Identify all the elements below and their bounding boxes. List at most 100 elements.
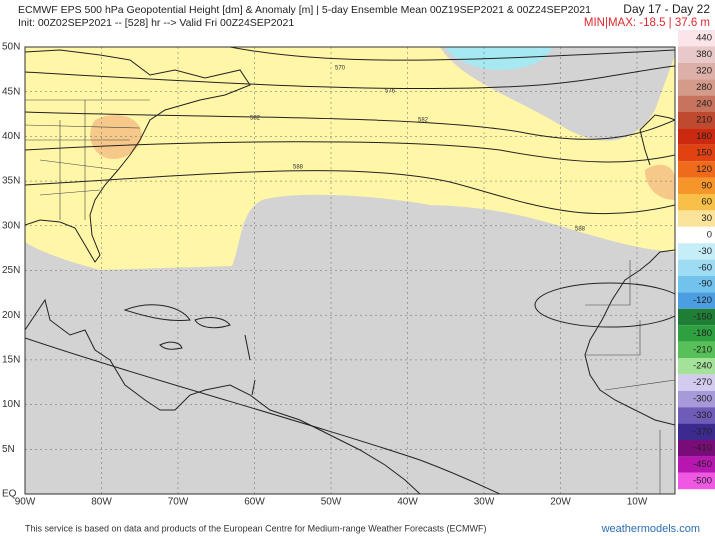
init-line: Init: 00Z02SEP2021 -- [528] hr --> Valid… <box>18 17 294 29</box>
contour-label: 570 <box>335 66 346 72</box>
colorbar-label: 60 <box>701 197 712 208</box>
colorbar-label: -500 <box>693 476 712 487</box>
min-max: MIN|MAX: -18.5 | 37.6 m <box>584 17 710 29</box>
title: ECMWF EPS 500 hPa Geopotential Height [d… <box>18 4 591 16</box>
lat-label: EQ <box>2 489 17 500</box>
lon-label: 40W <box>397 497 418 508</box>
contour <box>25 141 675 163</box>
colorbar-label: 380 <box>696 49 712 60</box>
colorbar: 440 380 320 280 240 210 180 150 120 90 60 30 0 -30 -60… <box>678 30 715 490</box>
lat-label: 20N <box>2 310 20 321</box>
coastline <box>123 304 256 396</box>
colorbar-swatch <box>678 79 715 96</box>
map-frame <box>24 46 676 495</box>
lat-label: 40N <box>2 131 20 142</box>
colorbar-swatch <box>678 194 715 211</box>
lon-label: 80W <box>91 497 112 508</box>
contour-label: 576 <box>385 89 396 95</box>
day-range: Day 17 - Day 22 <box>623 2 710 16</box>
colorbar-swatch <box>678 112 715 129</box>
colorbar-swatch <box>678 423 715 440</box>
colorbar-swatch <box>678 374 715 391</box>
coastline <box>25 49 251 263</box>
lon-label: 90W <box>15 497 36 508</box>
colorbar-swatch <box>678 341 715 358</box>
lat-label: 15N <box>2 355 20 366</box>
colorbar-swatch <box>678 276 715 293</box>
lat-label: 25N <box>2 265 20 276</box>
colorbar-label: 240 <box>696 98 712 109</box>
lat-label: 35N <box>2 176 20 187</box>
colorbar-label: 150 <box>696 148 712 159</box>
lat-label: 10N <box>2 399 20 410</box>
contour-label: 582 <box>418 118 429 124</box>
colorbar-swatch <box>678 161 715 178</box>
contour-label: 588 <box>293 165 304 171</box>
colorbar-label: 0 <box>707 230 712 241</box>
colorbar-label: -180 <box>693 328 712 339</box>
contour <box>25 65 675 90</box>
colorbar-label: -90 <box>698 279 712 290</box>
colorbar-swatch <box>678 128 715 145</box>
coastline <box>25 298 421 494</box>
contour <box>25 111 675 140</box>
colorbar-label: -270 <box>693 377 712 388</box>
colorbar-swatch <box>678 95 715 112</box>
colorbar-swatch <box>678 456 715 473</box>
lat-label: 30N <box>2 220 20 231</box>
colorbar-label: -240 <box>693 361 712 372</box>
colorbar-swatch <box>678 177 715 194</box>
colorbar-swatch <box>678 226 715 244</box>
lon-label: 70W <box>168 497 189 508</box>
colorbar-swatch <box>678 30 715 47</box>
colorbar-swatch <box>678 62 715 80</box>
colorbar-swatch <box>678 308 715 326</box>
lon-label: 30W <box>474 497 495 508</box>
contour <box>25 337 501 494</box>
colorbar-label: -300 <box>693 394 712 405</box>
colorbar-label: 280 <box>696 82 712 93</box>
colorbar-label: 210 <box>696 115 712 126</box>
lon-label: 50W <box>321 497 342 508</box>
colorbar-swatch <box>678 390 715 408</box>
colorbar-label: 90 <box>701 180 712 191</box>
border <box>25 99 675 494</box>
colorbar-swatch <box>678 358 715 375</box>
contour <box>229 47 675 61</box>
colorbar-label: -370 <box>693 426 712 437</box>
colorbar-swatch <box>678 472 715 490</box>
colorbar-label: -450 <box>693 459 712 470</box>
colorbar-label: 440 <box>696 33 712 44</box>
colorbar-swatch <box>678 243 715 260</box>
lon-label: 10W <box>627 497 648 508</box>
colorbar-label: -120 <box>693 295 712 306</box>
colorbar-label: 180 <box>696 131 712 142</box>
colorbar-swatch <box>678 144 715 162</box>
colorbar-swatch <box>678 325 715 342</box>
colorbar-swatch <box>678 407 715 424</box>
colorbar-swatch <box>678 259 715 276</box>
lat-label: 50N <box>2 42 20 53</box>
lon-label: 60W <box>244 497 265 508</box>
colorbar-label: 320 <box>696 66 712 77</box>
site[interactable]: weathermodels.com <box>601 523 700 535</box>
colorbar-swatch <box>678 292 715 309</box>
anomaly-high <box>645 164 675 200</box>
lat-label: 5N <box>2 444 15 455</box>
colorbar-label: 30 <box>701 213 712 224</box>
anomaly-positive <box>25 47 675 270</box>
lon-label: 20W <box>550 497 571 508</box>
contour-label: 588 <box>575 227 586 233</box>
colorbar-swatch <box>678 210 715 227</box>
colorbar-swatch <box>678 440 715 457</box>
colorbar-label: -210 <box>693 344 712 355</box>
lat-label: 45N <box>2 86 20 97</box>
contour <box>534 282 675 328</box>
contour-label: 582 <box>250 116 261 122</box>
colorbar-swatch <box>678 46 715 63</box>
credit: This service is based on data and produc… <box>25 523 487 533</box>
contour <box>25 170 675 215</box>
coastline <box>584 249 675 426</box>
colorbar-label: 120 <box>696 164 712 175</box>
